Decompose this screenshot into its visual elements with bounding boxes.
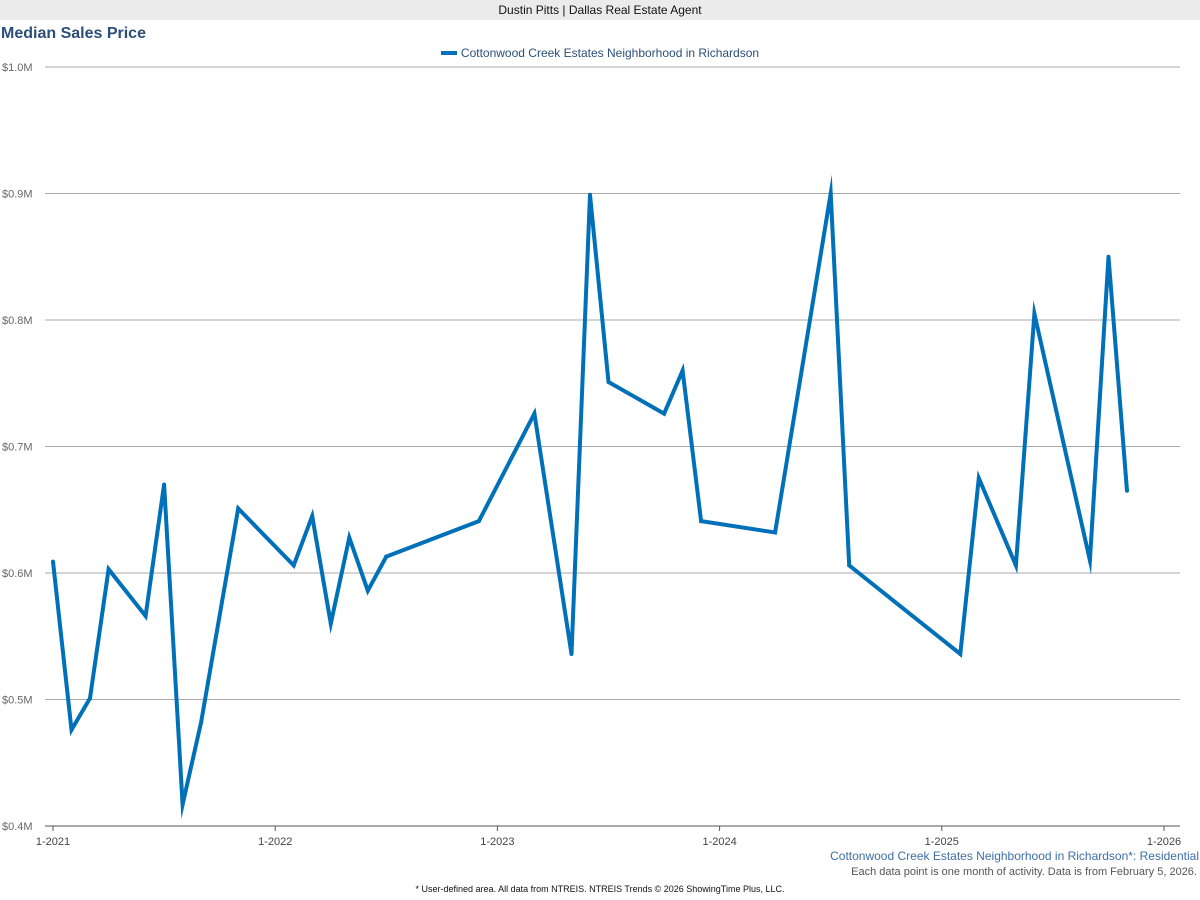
y-tick-label: $1.0M [2,62,33,74]
data-point [1124,488,1129,493]
data-point [106,567,111,572]
y-tick-label: $0.5M [2,695,33,707]
legend-label: Cottonwood Creek Estates Neighborhood in… [460,46,760,60]
data-point [847,563,852,568]
data-point [88,696,93,701]
data-point [606,379,611,384]
chart-title: Median Sales Price [1,25,146,42]
data-point [162,482,167,487]
data-point [476,519,481,524]
data-point [569,651,574,656]
data-point [236,506,241,511]
agent-header: Dustin Pitts | Dallas Real Estate Agent [0,0,1200,20]
x-tick-label: 1-2024 [702,836,736,848]
series-line [51,174,1129,819]
data-point [384,554,389,559]
data-point [1032,311,1037,316]
data-point [347,535,352,540]
disclaimer: * User-defined area. All data from NTREI… [415,884,785,894]
data-point [1106,254,1111,259]
data-point [199,720,204,725]
legend: Cottonwood Creek Estates Neighborhood in… [0,46,1200,60]
data-point [310,514,315,519]
data-point [51,559,55,564]
y-tick-label: $0.8M [2,315,33,327]
data-point [958,651,963,656]
data-point [69,727,74,732]
data-point [532,411,537,416]
data-point [180,802,185,807]
data-point [328,621,333,626]
legend-swatch [440,50,457,55]
x-tick-label: 1-2023 [480,836,514,848]
data-point [587,192,592,197]
data-point [662,411,667,416]
x-tick-label: 1-2021 [36,836,70,848]
y-tick-label: $0.9M [2,189,33,201]
data-point [828,191,833,196]
y-tick-label: $0.6M [2,568,33,580]
data-point [143,614,148,619]
x-tick-label: 1-2025 [925,836,959,848]
data-point [773,530,778,535]
area-label: Cottonwood Creek Estates Neighborhood in… [830,849,1199,863]
y-tick-label: $0.7M [2,442,33,454]
y-tick-label: $0.4M [2,821,33,833]
data-point [365,588,370,593]
data-note: Each data point is one month of activity… [851,866,1197,878]
data-point [291,563,296,568]
data-point [699,519,704,524]
data-point [1087,558,1092,563]
data-point [1013,563,1018,568]
data-point [976,476,981,481]
x-tick-label: 1-2026 [1147,836,1181,848]
data-point [680,368,685,373]
x-tick-label: 1-2022 [258,836,292,848]
